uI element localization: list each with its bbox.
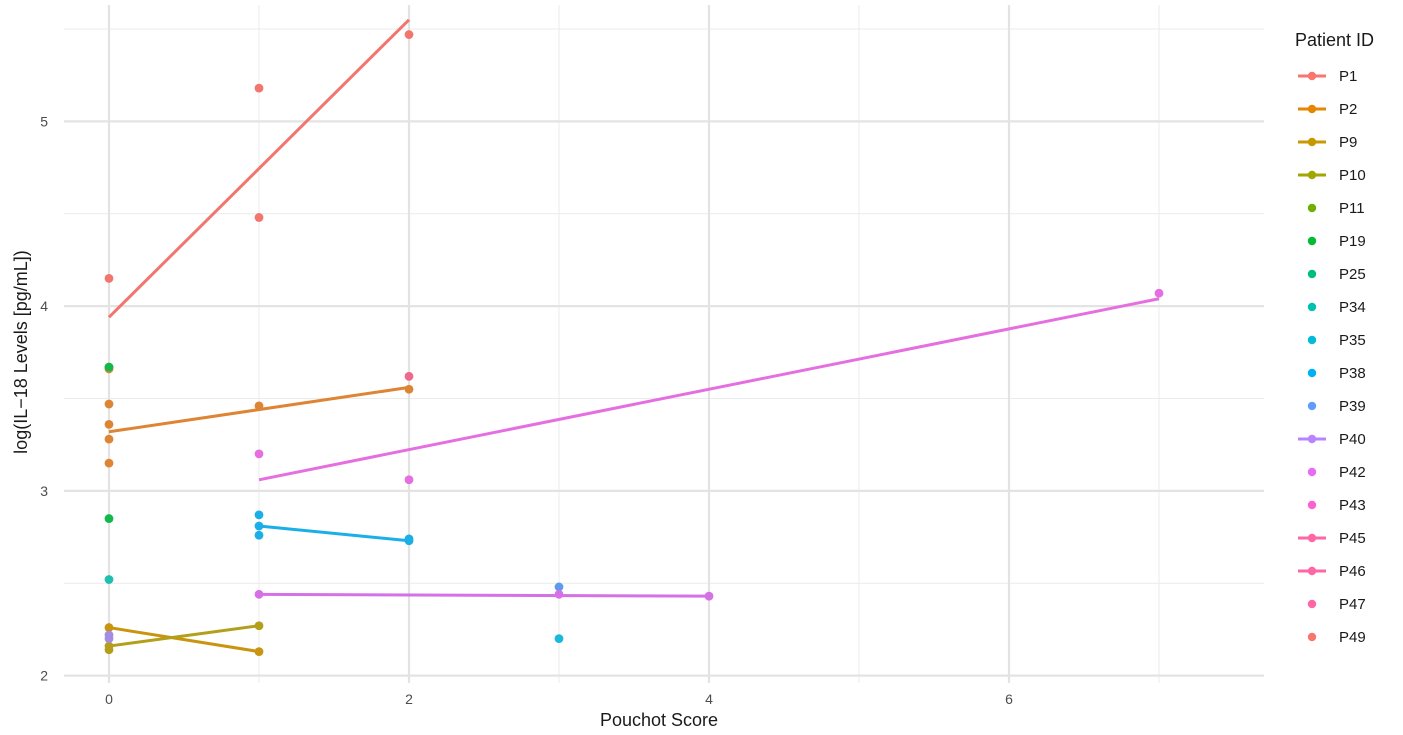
fit-line-p40 xyxy=(258,524,410,543)
data-points xyxy=(104,30,1164,656)
grid xyxy=(64,5,1264,683)
fit-line-p1 xyxy=(107,18,411,319)
x-tick-label: 6 xyxy=(1005,691,1013,707)
legend-label-p43: P43 xyxy=(1339,497,1366,514)
fit-line-p46 xyxy=(258,297,1160,482)
legend: Patient ID P1 P2 P9 P10 P11 P19 P25 P34 P35 P38 P3… xyxy=(1295,30,1374,646)
legend-label-p2: P2 xyxy=(1339,101,1357,118)
fit-line-p10 xyxy=(108,624,260,648)
data-point-p40 xyxy=(254,510,264,520)
legend-key-point-p35 xyxy=(1307,335,1317,345)
legend-label-p39: P39 xyxy=(1339,398,1366,415)
data-point-p43 xyxy=(104,634,114,644)
data-point-p25 xyxy=(104,514,114,523)
axes: 0 2 4 6 2 3 4 5 xyxy=(40,113,1013,707)
legend-key-point-p40 xyxy=(1307,434,1317,444)
legend-key-point-p45 xyxy=(1307,533,1317,543)
y-tick-label: 5 xyxy=(40,113,48,129)
data-point-p46 xyxy=(404,475,414,485)
legend-label-p9: P9 xyxy=(1339,134,1357,151)
legend-label-p40: P40 xyxy=(1339,431,1366,448)
data-point-p2 xyxy=(104,419,114,429)
legend-title: Patient ID xyxy=(1295,30,1374,50)
legend-key-point-p42 xyxy=(1307,467,1317,477)
data-point-p2 xyxy=(254,401,264,411)
legend-key-point-p34 xyxy=(1307,302,1317,312)
data-point-p2 xyxy=(104,434,114,444)
data-point-p45 xyxy=(554,589,564,599)
data-point-p2 xyxy=(404,384,414,394)
data-point-p45 xyxy=(254,589,264,599)
y-tick-label: 2 xyxy=(40,668,48,684)
legend-label-p10: P10 xyxy=(1339,167,1366,184)
data-point-p9 xyxy=(104,623,114,632)
y-axis-title: log(IL−18 Levels [pg/mL]) xyxy=(11,250,31,454)
data-point-p10 xyxy=(254,621,264,631)
legend-label-p19: P19 xyxy=(1339,233,1366,250)
data-point-p40 xyxy=(404,536,414,546)
data-point-p42 xyxy=(554,582,564,592)
legend-key-point-p46 xyxy=(1307,566,1317,576)
data-point-p1 xyxy=(254,213,264,222)
data-point-p1 xyxy=(254,83,264,93)
legend-label-p45: P45 xyxy=(1339,530,1366,547)
data-point-p35 xyxy=(104,575,114,584)
legend-label-p42: P42 xyxy=(1339,464,1366,481)
y-tick-label: 3 xyxy=(40,483,48,499)
fit-line-p9 xyxy=(108,626,260,654)
legend-label-p38: P38 xyxy=(1339,365,1366,382)
legend-key-point-p11 xyxy=(1307,203,1317,213)
data-point-p45 xyxy=(704,591,714,601)
legend-label-p35: P35 xyxy=(1339,332,1366,349)
data-point-p46 xyxy=(1154,288,1164,298)
legend-label-p46: P46 xyxy=(1339,563,1366,580)
x-tick-label: 4 xyxy=(705,691,713,707)
x-tick-label: 0 xyxy=(105,691,113,707)
x-axis-title: Pouchot Score xyxy=(600,710,718,730)
legend-key-point-p38 xyxy=(1307,368,1317,378)
legend-key-point-p47 xyxy=(1307,599,1317,609)
legend-key-point-p39 xyxy=(1307,401,1317,411)
legend-label-p49: P49 xyxy=(1339,629,1366,646)
legend-key-point-p9 xyxy=(1307,137,1317,147)
data-point-p46 xyxy=(254,449,264,459)
legend-key-point-p10 xyxy=(1307,170,1317,180)
data-point-p10 xyxy=(104,641,114,651)
data-point-p1 xyxy=(404,30,414,39)
data-point-p1 xyxy=(104,274,114,283)
legend-label-p47: P47 xyxy=(1339,596,1366,613)
legend-key-point-p25 xyxy=(1307,269,1317,279)
data-point-p40 xyxy=(254,530,264,540)
legend-label-p11: P11 xyxy=(1339,200,1365,217)
legend-label-p34: P34 xyxy=(1339,299,1366,316)
fit-line-p45 xyxy=(258,592,710,598)
legend-key-point-p19 xyxy=(1307,236,1317,246)
legend-key-point-p43 xyxy=(1307,500,1317,510)
data-point-p25 xyxy=(104,362,114,372)
data-point-p2 xyxy=(104,458,114,468)
data-point-p40 xyxy=(254,521,264,531)
legend-label-p1: P1 xyxy=(1339,68,1357,85)
legend-key-point-p49 xyxy=(1307,632,1317,642)
legend-key-point-p1 xyxy=(1307,71,1317,81)
legend-key-point-p2 xyxy=(1307,104,1317,114)
legend-label-p25: P25 xyxy=(1339,266,1366,283)
x-tick-label: 2 xyxy=(405,691,413,707)
data-point-p9 xyxy=(254,647,264,656)
data-point-p2 xyxy=(104,399,114,409)
data-point-p49 xyxy=(404,371,414,381)
fit-lines xyxy=(107,18,1160,654)
y-tick-label: 4 xyxy=(40,298,48,314)
data-point-p38 xyxy=(554,634,564,644)
